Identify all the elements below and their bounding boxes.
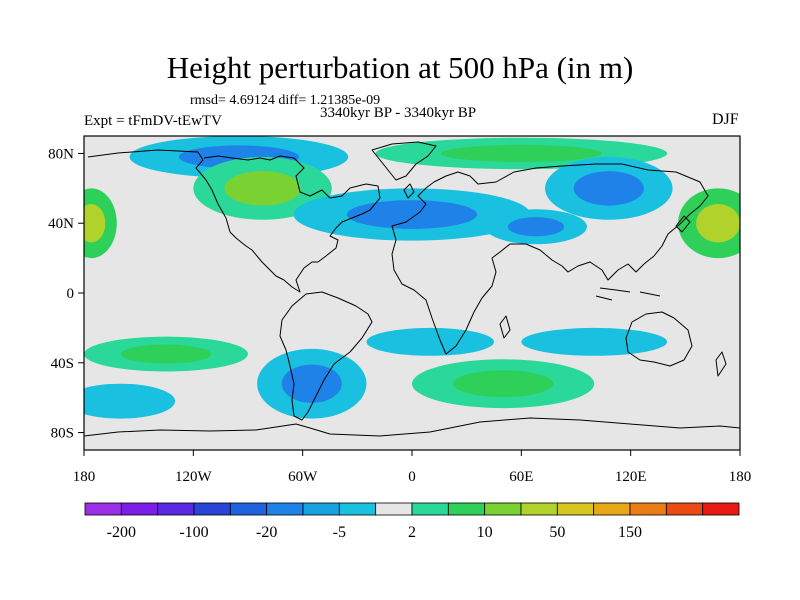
coast-north-america [87, 149, 381, 293]
x-tick-label: 0 [408, 469, 416, 485]
chart-title: Height perturbation at 500 hPa (in m) [166, 50, 634, 85]
anomaly-core-north-america-high [224, 171, 301, 206]
y-tick-label: 40N [48, 216, 74, 232]
anomaly-core-arctic-eurasia-high [441, 144, 602, 163]
colorbar-label: 50 [549, 524, 565, 541]
coast-south-america [279, 291, 373, 421]
coast-japan [675, 215, 691, 233]
x-axis: 180 120W 60W 0 60E 120E 180 [73, 450, 752, 485]
colorbar-box [84, 502, 122, 516]
colorbar-label: -5 [333, 524, 346, 541]
anomaly-core-asia-low [507, 217, 564, 237]
coast-antarctica [84, 417, 740, 437]
anomaly-core-south-america-low [281, 364, 342, 403]
colorbar-box [702, 502, 740, 516]
x-tick-label: 180 [73, 469, 96, 485]
anomaly-fields [84, 136, 740, 419]
colorbar-box [266, 502, 304, 516]
colorbar-box [629, 502, 667, 516]
season-label: DJF [712, 111, 739, 128]
x-tick-label: 120E [615, 469, 647, 485]
x-tick-label: 180 [729, 469, 752, 485]
anomaly-core-indian-ocean-low [554, 334, 635, 350]
stats-line: rmsd= 4.69124 diff= 1.21385e-09 [190, 93, 381, 108]
colorbar-box [665, 502, 704, 516]
colorbar-box [375, 502, 413, 516]
y-tick-label: 80S [51, 426, 74, 442]
y-tick-label: 0 [67, 286, 75, 302]
colorbar-label: -20 [256, 524, 277, 541]
colorbar-label: 150 [618, 524, 642, 541]
colorbar-box [157, 502, 195, 516]
colorbar-box [447, 502, 486, 516]
colorbar-box [520, 502, 558, 516]
y-tick-label: 80N [48, 146, 74, 162]
x-tick-label: 60W [288, 469, 318, 485]
colorbar: -200 -100 -20 -5 2 10 50 150 [84, 502, 740, 541]
colorbar-label: -100 [179, 524, 208, 541]
anomaly-core-south-atlantic-low [395, 334, 466, 350]
colorbar-box [302, 502, 340, 516]
colorbar-box [556, 502, 595, 516]
coast-africa-eurasia [391, 163, 709, 355]
colorbar-box [484, 502, 522, 516]
coast-indonesia [595, 287, 661, 301]
x-tick-label: 120W [175, 469, 213, 485]
y-axis: 80N 40N 0 40S 80S [48, 146, 84, 442]
colorbar-box [229, 502, 268, 516]
colorbar-label: 2 [408, 524, 416, 541]
anomaly-core-pacific-west-high [696, 204, 740, 243]
anomaly-core-southern-ocean-high [453, 370, 554, 398]
colorbar-box [193, 502, 231, 516]
coast-uk [403, 183, 415, 199]
anomaly-core-south-pacific-low [90, 391, 151, 411]
colorbar-box [411, 502, 449, 516]
period-label: 3340kyr BP - 3340kyr BP [320, 105, 477, 121]
colorbar-label: 10 [477, 524, 493, 541]
anomaly-core-atlantic-europe-low [346, 200, 478, 229]
x-tick-label: 60E [509, 469, 533, 485]
colorbar-box [338, 502, 377, 516]
anomaly-core-south-pacific-high [120, 344, 212, 364]
anomaly-core-east-asia-low [573, 171, 644, 206]
colorbar-box [120, 502, 159, 516]
coastlines [84, 141, 740, 437]
coast-madagascar [499, 315, 511, 339]
colorbar-label: -200 [107, 524, 136, 541]
anomaly-core-pacific-east-high [84, 204, 106, 243]
coast-new-zealand [715, 351, 727, 377]
coast-greenland [371, 141, 437, 181]
y-tick-label: 40S [51, 356, 74, 372]
experiment-label: Expt = tFmDV-tEwTV [84, 113, 222, 129]
coast-australia [625, 311, 693, 367]
colorbar-box [593, 502, 631, 516]
